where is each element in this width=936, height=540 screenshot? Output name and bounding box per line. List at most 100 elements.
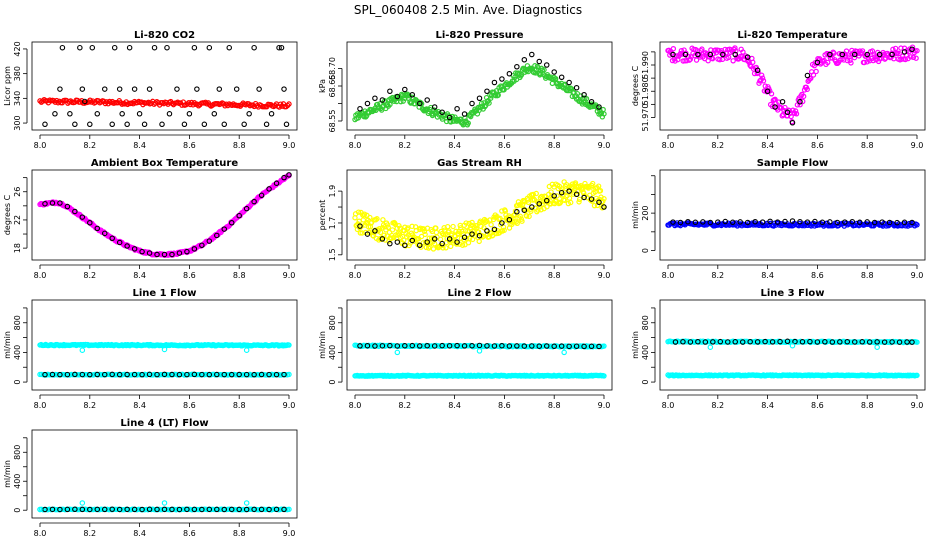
data-point bbox=[176, 250, 183, 256]
data-point bbox=[437, 236, 444, 242]
data-point bbox=[206, 371, 213, 378]
panel-line4: Line 4 (LT) Flow ml/min 8.0 8.2 8.4 8.6 8.8 9.0… bbox=[3, 418, 298, 538]
panel-pressure: Li-820 Pressure kPa 8.0 8.2 8.4 8.6 8.8 9.0 68.5… bbox=[318, 30, 613, 150]
x-tick-label: 9.0 bbox=[283, 141, 296, 150]
data-point bbox=[886, 219, 893, 226]
data-point bbox=[146, 250, 153, 256]
data-point bbox=[42, 506, 48, 513]
data-point bbox=[864, 51, 870, 58]
panel-rh: Gas Stream RH percent 8.0 8.2 8.4 8.6 8.8 9.0 1.… bbox=[318, 158, 613, 280]
x-tick-label: 9.0 bbox=[283, 401, 296, 410]
data-point bbox=[814, 339, 821, 345]
data-point bbox=[52, 111, 58, 117]
data-point bbox=[357, 343, 363, 349]
data-point bbox=[682, 51, 689, 58]
data-point bbox=[732, 339, 738, 345]
series-line3-2-5-min bbox=[672, 338, 915, 345]
data-point bbox=[131, 371, 138, 378]
data-point bbox=[750, 59, 756, 66]
data-point bbox=[596, 343, 602, 350]
y-tick-label: 68.65 bbox=[328, 75, 337, 98]
data-point bbox=[484, 343, 490, 349]
data-point bbox=[42, 200, 48, 207]
data-point bbox=[707, 344, 714, 350]
data-point bbox=[800, 93, 807, 100]
y-tick-label: 400 bbox=[641, 345, 650, 360]
data-point bbox=[792, 108, 799, 114]
data-point bbox=[514, 220, 520, 227]
data-point bbox=[804, 86, 810, 93]
data-point bbox=[454, 239, 460, 245]
data-point bbox=[730, 58, 736, 64]
data-point bbox=[737, 219, 743, 225]
data-point bbox=[101, 86, 108, 92]
data-point bbox=[221, 121, 228, 128]
data-point bbox=[538, 207, 544, 213]
data-point bbox=[588, 99, 595, 105]
series-group-boxtemp bbox=[37, 172, 292, 259]
y-axis-rh: 1.5 1.7 1.9 bbox=[328, 185, 343, 261]
data-point bbox=[425, 245, 432, 251]
data-point bbox=[484, 228, 490, 234]
panel-title-co2: Li-820 CO2 bbox=[134, 30, 195, 41]
data-point bbox=[409, 237, 416, 244]
data-point bbox=[914, 339, 920, 345]
x-tick-label: 8.8 bbox=[233, 529, 246, 538]
data-point bbox=[566, 343, 572, 350]
data-point bbox=[847, 57, 853, 64]
data-point bbox=[191, 44, 198, 51]
panel-title-sampleflow: Sample Flow bbox=[757, 158, 829, 169]
data-point bbox=[725, 339, 731, 345]
data-point bbox=[892, 45, 899, 52]
panel-line3: Line 3 Flow ml/min 8.0 8.2 8.4 8.6 8.8 9.0 0 400 8… bbox=[631, 288, 926, 410]
series-box-temp-2-5-min bbox=[42, 172, 292, 258]
data-point bbox=[777, 338, 783, 345]
x-tick-label: 8.6 bbox=[498, 401, 511, 410]
x-tick-label: 9.0 bbox=[911, 401, 924, 410]
data-point bbox=[443, 245, 449, 251]
data-point bbox=[42, 371, 48, 378]
data-point bbox=[461, 237, 467, 243]
data-point bbox=[558, 343, 565, 349]
x-tick-label: 8.8 bbox=[861, 271, 874, 280]
x-axis-rh: 8.0 8.2 8.4 8.6 8.8 9.0 bbox=[349, 264, 611, 280]
x-axis-line1: 8.0 8.2 8.4 8.6 8.8 9.0 bbox=[34, 394, 296, 410]
panel-title-boxtemp: Ambient Box Temperature bbox=[91, 158, 238, 169]
data-point bbox=[851, 339, 858, 345]
data-point bbox=[431, 241, 438, 247]
y-tick-label: 800 bbox=[328, 315, 337, 330]
data-point bbox=[804, 219, 811, 225]
data-point bbox=[251, 371, 257, 378]
data-point bbox=[246, 111, 252, 117]
x-axis-sampleflow: 8.0 8.2 8.4 8.6 8.8 9.0 bbox=[662, 264, 923, 280]
data-point bbox=[263, 121, 270, 128]
data-point bbox=[394, 93, 401, 100]
data-point bbox=[521, 207, 528, 213]
data-point bbox=[488, 221, 494, 228]
data-point bbox=[286, 371, 292, 378]
data-point bbox=[782, 104, 788, 111]
data-point bbox=[514, 343, 520, 349]
data-point bbox=[767, 218, 773, 225]
data-point bbox=[717, 338, 724, 345]
data-point bbox=[387, 240, 393, 247]
x-tick-label: 9.0 bbox=[598, 401, 611, 410]
series-group-pressure bbox=[352, 51, 607, 128]
x-tick-label: 9.0 bbox=[598, 271, 611, 280]
series-line1-2-5-min bbox=[42, 371, 287, 378]
x-tick-label: 8.4 bbox=[448, 141, 461, 150]
data-point bbox=[575, 188, 581, 195]
x-tick-label: 8.0 bbox=[662, 141, 675, 150]
data-point bbox=[499, 208, 505, 214]
y-tick-label: 26 bbox=[13, 187, 22, 197]
series-temp-2-5-min bbox=[670, 46, 915, 126]
data-point bbox=[573, 85, 580, 91]
data-point bbox=[139, 506, 145, 513]
data-point bbox=[525, 199, 532, 206]
data-point bbox=[206, 238, 213, 244]
series-group-line3 bbox=[665, 338, 920, 379]
data-point bbox=[469, 100, 475, 107]
data-point bbox=[793, 111, 800, 117]
data-point bbox=[146, 506, 153, 513]
data-point bbox=[506, 217, 513, 223]
